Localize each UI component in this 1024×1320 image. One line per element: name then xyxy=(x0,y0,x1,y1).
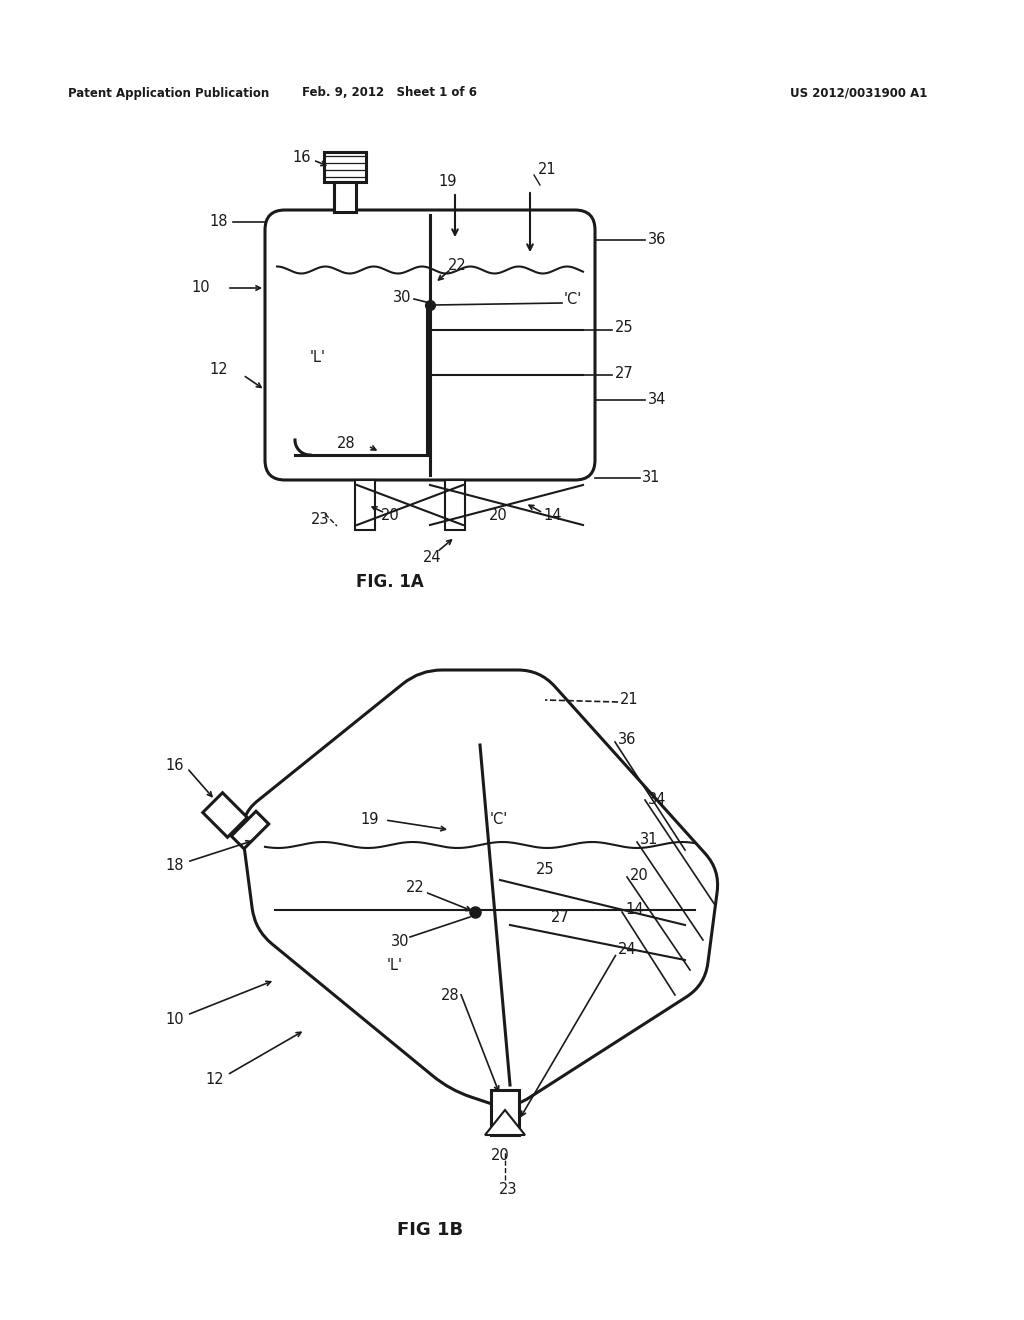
Text: 34: 34 xyxy=(648,392,667,408)
Text: 36: 36 xyxy=(648,232,667,248)
Text: 14: 14 xyxy=(625,903,643,917)
Bar xyxy=(334,182,356,213)
Text: US 2012/0031900 A1: US 2012/0031900 A1 xyxy=(790,87,928,99)
Text: 23: 23 xyxy=(499,1183,517,1197)
Text: 36: 36 xyxy=(618,733,636,747)
Bar xyxy=(355,480,375,531)
Text: 28: 28 xyxy=(336,436,355,450)
Text: 19: 19 xyxy=(360,813,379,828)
Text: 14: 14 xyxy=(543,507,561,523)
Text: 20: 20 xyxy=(630,867,649,883)
Text: FIG 1B: FIG 1B xyxy=(397,1221,463,1239)
Text: 12: 12 xyxy=(209,363,228,378)
Text: 12: 12 xyxy=(206,1072,224,1088)
Text: 20: 20 xyxy=(381,507,399,523)
Text: 27: 27 xyxy=(551,911,569,925)
Polygon shape xyxy=(485,1110,525,1135)
Text: 'L': 'L' xyxy=(310,351,326,366)
Text: 21: 21 xyxy=(620,693,639,708)
Text: Feb. 9, 2012   Sheet 1 of 6: Feb. 9, 2012 Sheet 1 of 6 xyxy=(302,87,477,99)
Text: 'C': 'C' xyxy=(490,813,508,828)
Text: 27: 27 xyxy=(615,366,634,380)
Text: 19: 19 xyxy=(438,174,458,190)
Text: 30: 30 xyxy=(391,935,410,949)
Text: 25: 25 xyxy=(536,862,554,878)
Text: Patent Application Publication: Patent Application Publication xyxy=(68,87,269,99)
Text: 30: 30 xyxy=(393,289,412,305)
FancyBboxPatch shape xyxy=(265,210,595,480)
Text: 18: 18 xyxy=(210,214,228,230)
Text: 24: 24 xyxy=(423,550,441,565)
Text: 16: 16 xyxy=(166,758,184,772)
Text: 20: 20 xyxy=(488,507,507,523)
Text: 22: 22 xyxy=(449,257,467,272)
Text: 28: 28 xyxy=(440,987,460,1002)
Text: 'L': 'L' xyxy=(387,957,403,973)
Bar xyxy=(490,1090,519,1135)
Text: 16: 16 xyxy=(293,150,311,165)
Text: 'C': 'C' xyxy=(564,293,583,308)
Text: 18: 18 xyxy=(166,858,184,873)
Text: 10: 10 xyxy=(166,1012,184,1027)
Text: 10: 10 xyxy=(191,281,210,296)
Text: 21: 21 xyxy=(538,162,556,177)
Text: 20: 20 xyxy=(490,1147,509,1163)
Bar xyxy=(231,812,268,849)
Text: 25: 25 xyxy=(615,321,634,335)
Bar xyxy=(324,152,366,182)
Text: 24: 24 xyxy=(618,942,637,957)
Text: 23: 23 xyxy=(310,512,330,528)
Text: 34: 34 xyxy=(648,792,667,808)
Bar xyxy=(445,480,465,531)
Text: 31: 31 xyxy=(642,470,660,486)
Bar xyxy=(203,793,247,837)
PathPatch shape xyxy=(243,671,718,1106)
Text: 22: 22 xyxy=(406,879,424,895)
Text: 31: 31 xyxy=(640,833,658,847)
Text: FIG. 1A: FIG. 1A xyxy=(356,573,424,591)
